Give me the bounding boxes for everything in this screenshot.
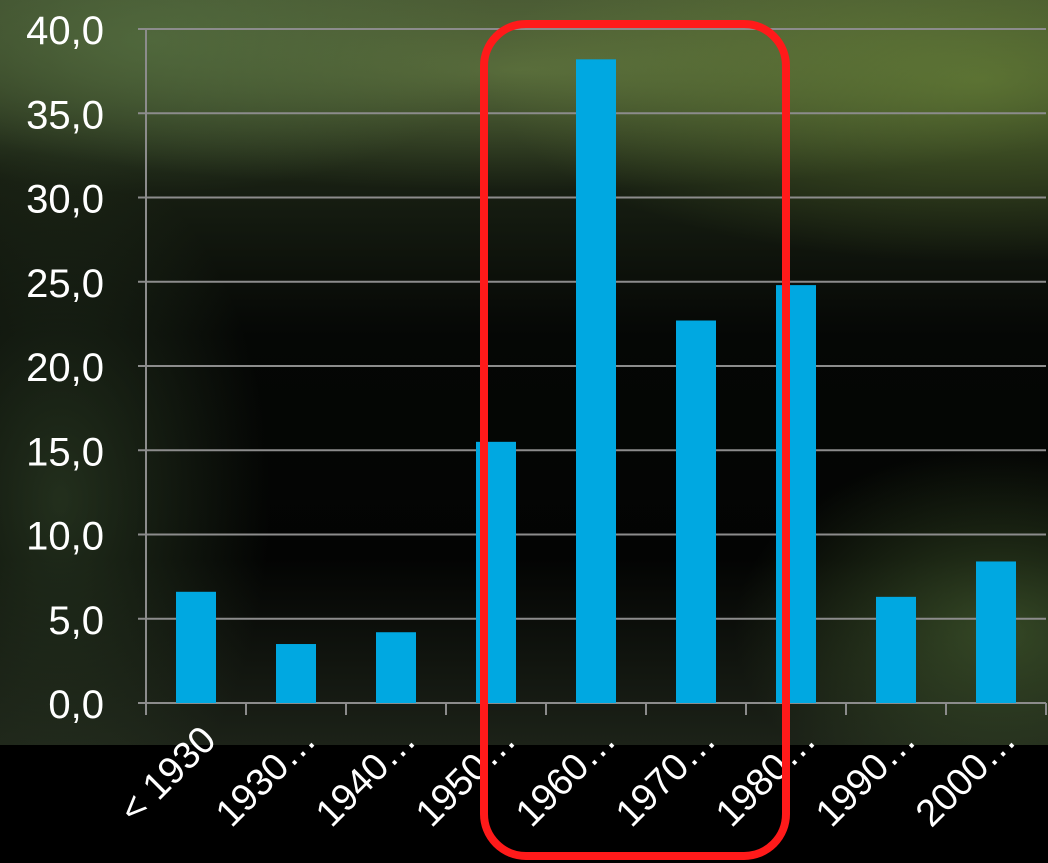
y-tick-label: 10,0 <box>26 515 104 559</box>
x-tick-label: 1990… <box>808 719 924 835</box>
x-tick-label: 2000… <box>908 719 1024 835</box>
y-tick-label: 15,0 <box>26 430 104 474</box>
x-tick-label: 1970… <box>608 719 724 835</box>
y-tick-label: 20,0 <box>26 346 104 390</box>
background-photo <box>0 0 1048 745</box>
bar <box>276 644 316 703</box>
bar <box>676 320 716 703</box>
x-tick-label: 1960… <box>508 719 624 835</box>
y-tick-label: 0,0 <box>48 683 104 727</box>
y-tick-label: 5,0 <box>48 599 104 643</box>
bars <box>176 59 1016 703</box>
x-tick-label: 1930… <box>208 719 324 835</box>
highlight-overlay <box>480 20 790 860</box>
y-tick-label: 25,0 <box>26 262 104 306</box>
bar <box>176 591 216 703</box>
y-tick-label: 40,0 <box>26 9 104 53</box>
x-tick-label: 1980… <box>708 719 824 835</box>
x-tick-label: 1950… <box>408 719 524 835</box>
bar <box>576 59 616 703</box>
bar <box>876 596 916 703</box>
bar <box>976 561 1016 703</box>
x-axis-tick-labels: < 19301930…1940…1950…1960…1970…1980…1990… <box>112 719 1025 835</box>
bar <box>376 632 416 703</box>
y-tick-label: 35,0 <box>26 93 104 137</box>
x-tick-label: 1940… <box>308 719 424 835</box>
y-tick-label: 30,0 <box>26 178 104 222</box>
y-axis-tick-labels: 0,0 5,0 10,0 15,0 20,0 25,0 30,0 35,0 40,0 <box>26 9 104 727</box>
x-tick-label: < 1930 <box>112 719 225 832</box>
highlight-box <box>480 20 790 860</box>
